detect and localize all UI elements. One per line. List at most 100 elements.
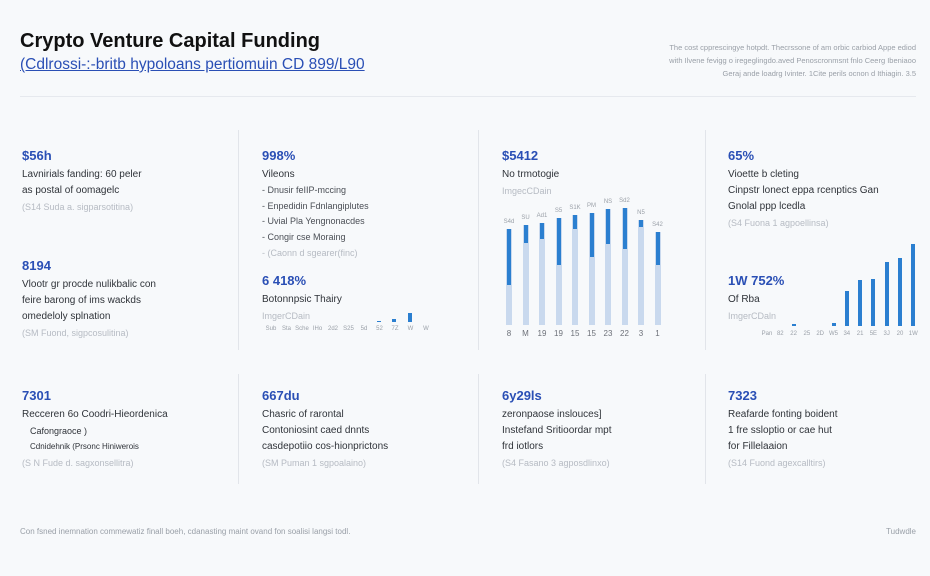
metric-card: 1W 752% Of Rba ImgerCDaln xyxy=(728,273,784,324)
metric-value: 6 418% xyxy=(262,273,307,288)
metric-source: ImgerCDaln xyxy=(728,311,777,321)
bar xyxy=(831,323,836,326)
metric-card: 6 418% Botonnpsic Thairy ImgerCDain xyxy=(262,273,342,324)
bar-total xyxy=(588,212,595,325)
metric-line: casdepotiio cos-hionprictons xyxy=(262,441,389,452)
footer-link[interactable]: Tudwdle xyxy=(886,527,916,536)
bar xyxy=(376,321,381,322)
metric-line: Of Rba xyxy=(728,294,760,305)
x-tick-label: Sta xyxy=(281,326,291,332)
metric-line: Vlootr gr procde nulikbalic con xyxy=(22,279,156,290)
metric-value: 667du xyxy=(262,388,300,403)
metric-line: feire barong of ims wackds xyxy=(22,295,141,306)
metric-line: Cafongraoce ) xyxy=(30,426,88,436)
subtitle-link[interactable]: (Cdlrossi-:-britb hypoloans pertiomuin C… xyxy=(20,56,365,73)
metric-source: (S14 Fuond agexcalltirs) xyxy=(728,458,826,468)
bar-highlight xyxy=(655,231,660,265)
bullet-text: Enpedidin Fdnlangiplutes xyxy=(267,200,369,211)
x-tick-label: 23 xyxy=(603,329,613,338)
bar xyxy=(884,262,889,326)
x-tick-label: 15 xyxy=(570,329,580,338)
metric-line: zeronpaose inslouces] xyxy=(502,409,602,420)
column-divider xyxy=(478,130,479,350)
metric-source: (S14 Suda a. sigparsotitina) xyxy=(22,202,134,212)
x-tick-label: 2d2 xyxy=(327,326,338,332)
bullet-item: - Uvial Pla Yengnonacdes xyxy=(262,216,365,226)
metric-card: 7323 Reafarde fonting boident 1 fre sslo… xyxy=(728,388,838,471)
x-tick-label: 21 xyxy=(856,331,864,337)
metric-line: Reafarde fonting boident xyxy=(728,409,838,420)
bar-label: SU xyxy=(521,215,530,222)
metric-line: Chasric of rarontal xyxy=(262,409,344,420)
footer-text: Con fsned inemnation commewatiz finall b… xyxy=(20,527,351,536)
x-tick-label: 19 xyxy=(537,329,547,338)
metric-line: No trmotogie xyxy=(502,169,560,180)
x-tick-label: S25 xyxy=(343,326,354,332)
x-tick-label: 1 xyxy=(655,329,660,338)
bar-highlight xyxy=(639,220,643,227)
metric-source: ImgerCDain xyxy=(262,311,311,321)
metric-card: 8194 Vlootr gr procde nulikbalic con fei… xyxy=(22,258,156,341)
bar xyxy=(858,280,863,326)
metric-line: Vioette b cleting xyxy=(728,169,799,180)
bar-highlight xyxy=(606,209,610,245)
mini-chart-left: Sub Sta Sche IHo 2d2 S25 5d 52 7Z W W xyxy=(262,280,452,352)
bar-highlight xyxy=(540,222,544,240)
bar-label: NS xyxy=(603,199,613,206)
bar-total xyxy=(621,207,628,325)
bar xyxy=(407,313,412,322)
metric-line: Vileons xyxy=(262,169,295,180)
bar-total xyxy=(654,231,661,325)
bar-label: S5 xyxy=(554,207,563,214)
bar-label: S4d xyxy=(503,219,515,226)
bar-label: N5 xyxy=(637,210,645,217)
metric-source: (S N Fude d. sagxonsellitra) xyxy=(22,458,134,468)
x-tick-label: 1W xyxy=(908,331,918,337)
note-line: The cost cpprescingye hotpdt. Thecrssone… xyxy=(669,43,916,52)
bullet-text: Congir cse Moraing xyxy=(267,231,346,242)
metric-value: 1W 752% xyxy=(728,273,785,288)
bar-total xyxy=(638,220,644,325)
bar-label: Ad1 xyxy=(536,212,548,219)
metric-line: Contoniosint caed dnnts xyxy=(262,425,370,436)
x-tick-label: 22 xyxy=(620,329,629,338)
x-tick-label: M xyxy=(522,329,529,338)
main-bar-chart: S4d 8 SU M Ad1 19 S5 19 S1K 15 PM 15 NS 23 Sd2 22 N5 3 S42… xyxy=(500,170,670,348)
metric-line: Lavnirials fanding: 60 peler xyxy=(22,169,142,180)
metric-line: 1 fre ssloptio or cae hut xyxy=(728,425,832,436)
metric-source: (S4 Fasano 3 agposdlinxo) xyxy=(502,458,610,468)
x-tick-label: 3J xyxy=(883,331,890,337)
x-tick-label: 20 xyxy=(896,331,904,337)
x-tick-label: 82 xyxy=(776,331,784,337)
metric-value: $5412 xyxy=(502,148,539,163)
metric-source: - (Caonn d sgearer(finc) xyxy=(262,248,358,258)
metric-value: 6y29ls xyxy=(502,388,542,403)
metric-line: frd iotlors xyxy=(502,441,544,452)
metric-value: 65% xyxy=(728,148,755,163)
x-tick-label: 3 xyxy=(638,329,644,338)
bar-total xyxy=(555,217,562,325)
bar xyxy=(871,279,876,326)
bar-label: Sd2 xyxy=(619,197,630,204)
x-tick-label: 5d xyxy=(360,326,368,332)
x-tick-label: 15 xyxy=(587,329,596,338)
metric-line: omedeloly splnation xyxy=(22,311,111,322)
metric-card: $56h Lavnirials fanding: 60 peler as pos… xyxy=(22,148,142,215)
metric-line: Cinpstr lonect eppa rcenptics Gan xyxy=(728,185,879,196)
bar-label: PM xyxy=(587,202,596,209)
metric-value: 7301 xyxy=(22,388,51,403)
header-divider xyxy=(20,96,916,97)
x-tick-label: 2D xyxy=(816,331,825,337)
x-tick-label: W xyxy=(407,326,414,332)
bar-total xyxy=(572,215,578,325)
bullet-item: - Congir cse Moraing xyxy=(262,231,346,242)
metric-line: for Fillelaaion xyxy=(728,441,788,452)
metric-value: 7323 xyxy=(728,388,757,403)
note-line: Geraj ande loadrg Ivinter. 1Cite perils … xyxy=(722,69,916,78)
metric-card: 667du Chasric of rarontal Contoniosint c… xyxy=(262,388,388,471)
metric-card: 65% Vioette b cleting Cinpstr lonect epp… xyxy=(728,148,879,231)
bar-highlight xyxy=(507,229,511,285)
x-tick-label: Sub xyxy=(265,326,277,332)
x-tick-label: 8 xyxy=(506,329,512,338)
metric-value: 8194 xyxy=(22,258,51,273)
